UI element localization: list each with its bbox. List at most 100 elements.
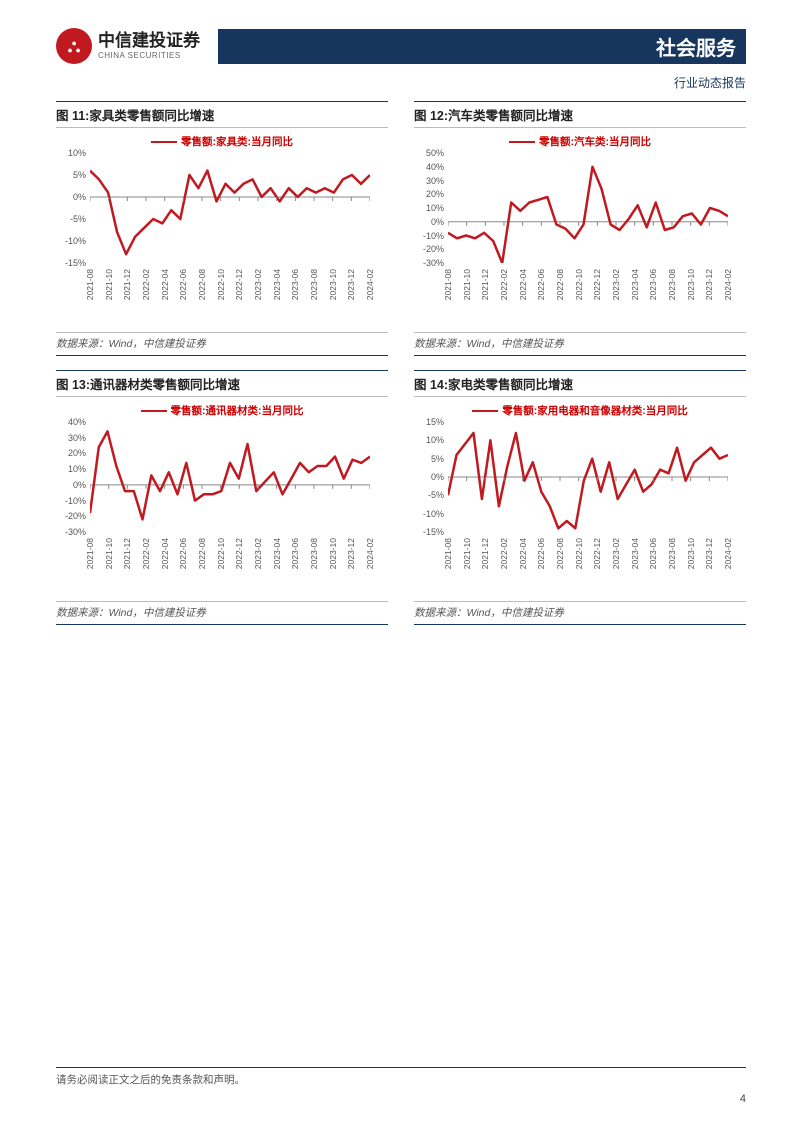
chart-svg <box>448 422 728 532</box>
x-tick-label: 2021-12 <box>480 538 490 569</box>
chart-plot: 10%5%0%-5%-10%-15%2021-082021-102021-122… <box>90 153 370 263</box>
x-tick-label: 2022-06 <box>178 538 188 569</box>
x-tick-label: 2023-10 <box>686 538 696 569</box>
x-tick-label: 2022-02 <box>141 538 151 569</box>
chart-plot: 40%30%20%10%0%-10%-20%-30%2021-082021-10… <box>90 422 370 532</box>
y-tick-label: 0% <box>414 217 444 227</box>
x-tick-label: 2023-10 <box>686 269 696 300</box>
chart-body: 零售额:汽车类:当月同比 50%40%30%20%10%0%-10%-20%-30… <box>414 128 746 296</box>
logo-icon: ⛬ <box>56 28 92 64</box>
y-tick-label: 5% <box>414 454 444 464</box>
x-tick-label: 2022-02 <box>499 269 509 300</box>
x-tick-label: 2022-04 <box>160 538 170 569</box>
y-tick-label: 0% <box>414 472 444 482</box>
x-tick-label: 2021-08 <box>85 269 95 300</box>
chart-card: 图 14:家电类零售额同比增速零售额:家用电器和音像器材类:当月同比15%10%… <box>414 370 746 625</box>
x-tick-label: 2023-02 <box>253 538 263 569</box>
x-tick-label: 2022-12 <box>234 538 244 569</box>
x-tick-label: 2023-08 <box>667 538 677 569</box>
x-tick-label: 2023-12 <box>704 538 714 569</box>
y-tick-label: -10% <box>414 509 444 519</box>
y-tick-label: 10% <box>414 203 444 213</box>
chart-source: 数据来源：Wind，中信建投证券 <box>56 601 388 625</box>
y-tick-label: -20% <box>56 511 86 521</box>
x-tick-label: 2022-10 <box>574 269 584 300</box>
x-tick-label: 2021-08 <box>85 538 95 569</box>
series-line <box>448 167 728 263</box>
disclaimer-text: 请务必阅读正文之后的免责条款和声明。 <box>56 1067 746 1087</box>
y-tick-label: -5% <box>414 490 444 500</box>
x-tick-label: 2023-08 <box>309 538 319 569</box>
x-tick-label: 2021-10 <box>462 269 472 300</box>
x-tick-label: 2022-12 <box>592 538 602 569</box>
x-tick-label: 2023-06 <box>648 538 658 569</box>
y-tick-label: 20% <box>56 448 86 458</box>
x-tick-label: 2023-02 <box>611 269 621 300</box>
series-line <box>448 433 728 528</box>
x-tick-label: 2021-12 <box>480 269 490 300</box>
page-header: ⛬ 中信建投证券 CHINA SECURITIES 社会服务 <box>56 28 746 64</box>
x-tick-label: 2023-06 <box>648 269 658 300</box>
x-tick-label: 2023-12 <box>704 269 714 300</box>
x-tick-label: 2022-06 <box>536 269 546 300</box>
x-tick-label: 2021-10 <box>462 538 472 569</box>
chart-legend: 零售额:家具类:当月同比 <box>56 134 388 149</box>
y-tick-label: -20% <box>414 244 444 254</box>
legend-line-icon <box>472 410 498 412</box>
chart-body: 零售额:家用电器和音像器材类:当月同比 15%10%5%0%-5%-10%-15%… <box>414 397 746 565</box>
y-tick-label: 0% <box>56 192 86 202</box>
x-tick-label: 2022-04 <box>518 269 528 300</box>
series-line <box>90 431 370 519</box>
x-tick-label: 2022-08 <box>197 538 207 569</box>
x-tick-label: 2021-12 <box>122 538 132 569</box>
x-tick-label: 2023-02 <box>611 538 621 569</box>
chart-svg <box>90 422 370 532</box>
legend-line-icon <box>141 410 167 412</box>
chart-legend: 零售额:通讯器材类:当月同比 <box>56 403 388 418</box>
y-tick-label: 10% <box>56 148 86 158</box>
chart-body: 零售额:通讯器材类:当月同比 40%30%20%10%0%-10%-20%-30%… <box>56 397 388 565</box>
page-number: 4 <box>56 1093 746 1105</box>
x-tick-label: 2022-04 <box>160 269 170 300</box>
x-tick-label: 2024-02 <box>723 538 733 569</box>
x-tick-label: 2022-08 <box>555 269 565 300</box>
chart-plot: 15%10%5%0%-5%-10%-15%2021-082021-102021-… <box>448 422 728 532</box>
y-tick-label: 10% <box>414 435 444 445</box>
x-tick-label: 2023-02 <box>253 269 263 300</box>
x-tick-label: 2023-10 <box>328 538 338 569</box>
chart-plot: 50%40%30%20%10%0%-10%-20%-30%2021-082021… <box>448 153 728 263</box>
y-tick-label: 5% <box>56 170 86 180</box>
y-tick-label: -5% <box>56 214 86 224</box>
chart-svg <box>448 153 728 263</box>
chart-svg <box>90 153 370 263</box>
legend-label: 零售额:家具类:当月同比 <box>181 136 293 148</box>
y-tick-label: 20% <box>414 189 444 199</box>
legend-line-icon <box>509 141 535 143</box>
report-subtitle: 行业动态报告 <box>56 74 746 91</box>
y-tick-label: 0% <box>56 480 86 490</box>
chart-title: 图 13:通讯器材类零售额同比增速 <box>56 370 388 397</box>
y-tick-label: -10% <box>414 231 444 241</box>
x-tick-label: 2023-08 <box>667 269 677 300</box>
chart-card: 图 12:汽车类零售额同比增速零售额:汽车类:当月同比 50%40%30%20%1… <box>414 101 746 356</box>
legend-label: 零售额:汽车类:当月同比 <box>539 136 651 148</box>
legend-label: 零售额:家用电器和音像器材类:当月同比 <box>502 405 688 417</box>
x-tick-label: 2022-10 <box>216 269 226 300</box>
logo-block: ⛬ 中信建投证券 CHINA SECURITIES <box>56 28 200 64</box>
x-tick-label: 2022-10 <box>574 538 584 569</box>
chart-legend: 零售额:家用电器和音像器材类:当月同比 <box>414 403 746 418</box>
x-tick-label: 2022-12 <box>234 269 244 300</box>
section-title: 社会服务 <box>218 29 746 64</box>
chart-title: 图 12:汽车类零售额同比增速 <box>414 101 746 128</box>
x-tick-label: 2024-02 <box>723 269 733 300</box>
page-footer: 请务必阅读正文之后的免责条款和声明。 4 <box>56 1067 746 1105</box>
x-tick-label: 2023-04 <box>272 269 282 300</box>
x-tick-label: 2024-02 <box>365 538 375 569</box>
x-tick-label: 2022-04 <box>518 538 528 569</box>
y-tick-label: 40% <box>56 417 86 427</box>
x-tick-label: 2023-06 <box>290 269 300 300</box>
x-tick-label: 2023-12 <box>346 538 356 569</box>
x-tick-label: 2023-04 <box>630 269 640 300</box>
chart-source: 数据来源：Wind，中信建投证券 <box>414 332 746 356</box>
logo-text-cn: 中信建投证券 <box>98 32 200 51</box>
